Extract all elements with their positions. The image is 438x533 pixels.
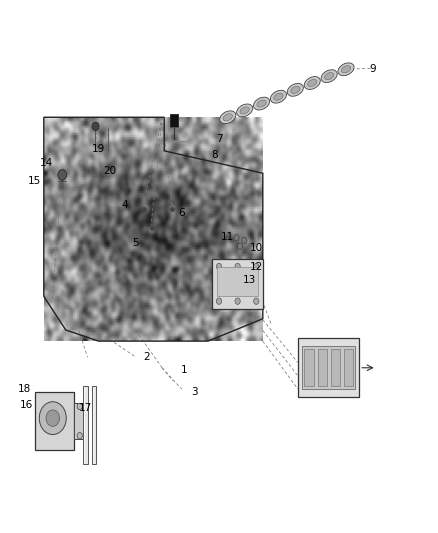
Ellipse shape (291, 86, 300, 93)
Text: 5: 5 (132, 238, 139, 247)
Circle shape (235, 298, 240, 304)
Bar (331, 349, 340, 386)
Circle shape (216, 298, 222, 304)
Text: 1: 1 (180, 366, 187, 375)
Text: 4: 4 (121, 200, 128, 210)
Circle shape (58, 169, 67, 180)
Bar (74, 403, 85, 439)
Circle shape (237, 243, 243, 249)
Bar (217, 266, 258, 296)
Text: 8: 8 (211, 150, 218, 159)
Text: 16: 16 (20, 400, 33, 410)
Bar (304, 349, 314, 386)
Circle shape (46, 410, 60, 426)
Text: 14: 14 (39, 158, 53, 167)
Circle shape (234, 235, 239, 241)
Text: 7: 7 (215, 134, 223, 143)
Bar (298, 338, 359, 397)
Circle shape (254, 263, 259, 270)
Ellipse shape (274, 93, 283, 100)
Text: 18: 18 (18, 384, 31, 394)
Bar (83, 386, 88, 464)
Text: 19: 19 (92, 144, 105, 154)
Text: 6: 6 (178, 208, 185, 218)
Circle shape (242, 237, 247, 244)
Ellipse shape (254, 97, 270, 110)
Ellipse shape (321, 70, 337, 83)
Circle shape (254, 298, 259, 304)
Text: 11: 11 (221, 232, 234, 242)
Ellipse shape (257, 100, 266, 107)
Ellipse shape (338, 63, 354, 76)
Circle shape (39, 402, 66, 434)
Ellipse shape (287, 84, 304, 96)
Circle shape (216, 263, 222, 270)
Text: 10: 10 (250, 243, 263, 253)
Bar (344, 349, 353, 386)
Text: 2: 2 (143, 352, 150, 362)
Ellipse shape (325, 72, 334, 80)
Text: 12: 12 (250, 262, 263, 271)
Text: 17: 17 (79, 403, 92, 413)
Text: 15: 15 (28, 176, 41, 186)
Text: 9: 9 (369, 64, 376, 74)
Bar (318, 349, 327, 386)
Bar (212, 259, 263, 309)
Ellipse shape (304, 77, 320, 90)
Text: 3: 3 (191, 387, 198, 397)
Ellipse shape (270, 90, 286, 103)
Ellipse shape (307, 79, 317, 86)
Circle shape (92, 122, 99, 131)
Ellipse shape (237, 104, 253, 117)
Ellipse shape (341, 66, 351, 73)
Ellipse shape (223, 114, 233, 121)
Circle shape (77, 433, 82, 439)
Bar (170, 114, 178, 127)
Ellipse shape (240, 107, 249, 114)
Circle shape (77, 403, 82, 409)
Bar (35, 392, 74, 450)
Bar (92, 386, 96, 464)
Text: 13: 13 (243, 275, 256, 285)
Ellipse shape (220, 111, 236, 124)
Bar (302, 346, 355, 389)
Circle shape (235, 263, 240, 270)
Text: 20: 20 (103, 166, 116, 175)
